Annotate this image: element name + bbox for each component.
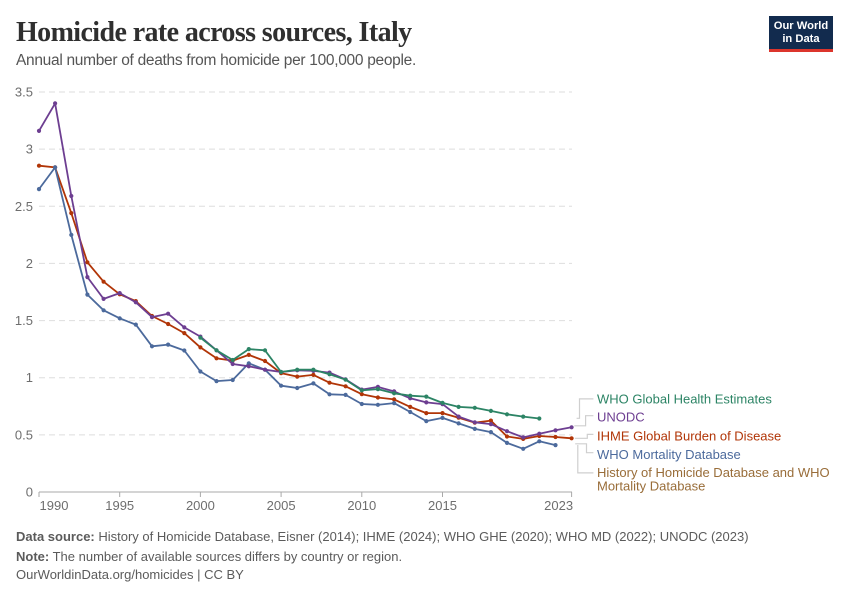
svg-text:2000: 2000 — [186, 498, 215, 513]
svg-text:2010: 2010 — [347, 498, 376, 513]
svg-text:0.5: 0.5 — [15, 427, 33, 442]
svg-text:2015: 2015 — [428, 498, 457, 513]
svg-text:1990: 1990 — [40, 498, 69, 513]
svg-text:1.5: 1.5 — [15, 313, 33, 328]
svg-text:1995: 1995 — [105, 498, 134, 513]
svg-text:3: 3 — [26, 142, 33, 157]
svg-text:UNODC: UNODC — [597, 410, 645, 425]
svg-text:Mortality Database: Mortality Database — [597, 479, 705, 494]
svg-text:0: 0 — [26, 485, 33, 500]
svg-text:WHO Global Health Estimates: WHO Global Health Estimates — [597, 391, 772, 406]
svg-text:2023: 2023 — [544, 498, 573, 513]
svg-text:2: 2 — [26, 256, 33, 271]
svg-text:WHO Mortality Database: WHO Mortality Database — [597, 447, 741, 462]
svg-text:1: 1 — [26, 370, 33, 385]
svg-text:History of Homicide Database a: History of Homicide Database and WHO — [597, 465, 830, 480]
svg-text:3.5: 3.5 — [15, 85, 33, 100]
svg-text:IHME Global Burden of Disease: IHME Global Burden of Disease — [597, 429, 781, 444]
svg-text:2005: 2005 — [267, 498, 296, 513]
svg-text:2.5: 2.5 — [15, 199, 33, 214]
